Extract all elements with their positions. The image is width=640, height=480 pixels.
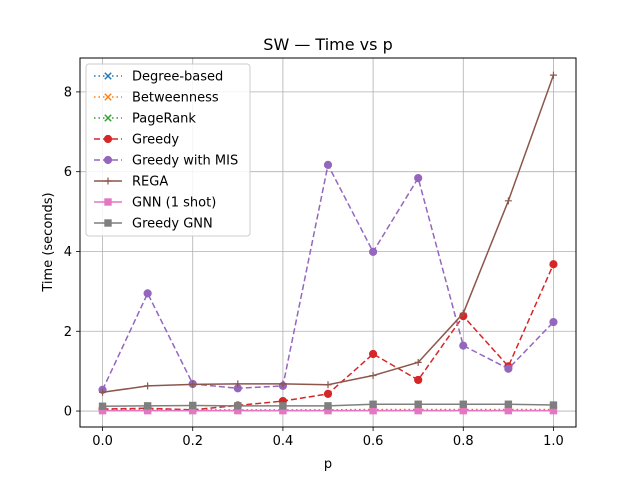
data-point bbox=[459, 406, 467, 415]
y-axis-title: Time (seconds) bbox=[41, 192, 56, 292]
data-point bbox=[459, 309, 467, 317]
legend-entry-greedy: Greedy bbox=[94, 133, 179, 148]
grid-lines bbox=[80, 58, 576, 427]
legend-label: Greedy with MIS bbox=[132, 154, 238, 169]
legend-entry-pagerank: PageRank bbox=[94, 112, 196, 127]
x-tick-label: 0.4 bbox=[273, 434, 294, 449]
data-point bbox=[234, 402, 242, 410]
data-point bbox=[369, 406, 377, 415]
data-point bbox=[143, 289, 152, 298]
y-tick-label: 4 bbox=[64, 245, 72, 260]
legend-entry-greedy-with-mis: Greedy with MIS bbox=[94, 154, 238, 169]
data-point bbox=[144, 382, 152, 390]
data-point bbox=[368, 349, 378, 359]
y-tick-label: 8 bbox=[64, 85, 72, 100]
series-gnn-1-shot bbox=[98, 406, 558, 415]
x-tick-label: 0.6 bbox=[363, 434, 384, 449]
data-point bbox=[549, 401, 558, 409]
data-point bbox=[414, 406, 422, 415]
series-rega bbox=[99, 71, 557, 396]
data-point bbox=[279, 380, 287, 388]
legend-label: Greedy bbox=[132, 133, 179, 148]
legend-marker-sample bbox=[104, 198, 112, 206]
legend-label: GNN (1 shot) bbox=[132, 196, 216, 211]
legend-marker-sample bbox=[103, 155, 113, 165]
chart-title: SW — Time vs p bbox=[263, 35, 392, 54]
data-point bbox=[549, 71, 557, 79]
legend-marker-sample bbox=[104, 93, 112, 101]
data-point bbox=[414, 358, 422, 366]
legend-label: Degree-based bbox=[132, 70, 223, 85]
legend-label: PageRank bbox=[132, 112, 196, 127]
data-point bbox=[323, 160, 333, 170]
legend-marker-sample bbox=[104, 177, 112, 185]
data-point bbox=[189, 401, 197, 410]
legend-entry-greedy-gnn: Greedy GNN bbox=[94, 217, 213, 232]
y-tick-label: 2 bbox=[64, 325, 72, 340]
data-point bbox=[324, 402, 332, 410]
legend-marker-sample bbox=[103, 134, 113, 144]
data-point bbox=[549, 260, 558, 269]
data-point bbox=[549, 317, 558, 327]
data-point bbox=[323, 389, 333, 398]
legend-label: Greedy GNN bbox=[132, 217, 213, 232]
axis-ticks: 0.0 0.2 0.4 0.6 0.8 1.0 0 2 4 6 8 bbox=[64, 85, 564, 449]
data-point bbox=[504, 400, 513, 408]
data-point bbox=[504, 197, 512, 205]
legend-entry-gnn-1-shot: GNN (1 shot) bbox=[94, 196, 216, 211]
data-point bbox=[279, 402, 287, 410]
x-tick-label: 0.8 bbox=[453, 434, 474, 449]
data-point bbox=[459, 400, 467, 408]
legend-box bbox=[85, 63, 251, 237]
data-point bbox=[98, 402, 107, 410]
legend-entry-degree-based: Degree-based bbox=[94, 70, 223, 85]
data-point bbox=[414, 173, 423, 183]
y-tick-label: 6 bbox=[64, 165, 72, 180]
plot-frame bbox=[79, 57, 577, 428]
legend-marker-sample bbox=[104, 114, 112, 122]
data-point bbox=[504, 364, 513, 373]
x-tick-label: 1.0 bbox=[543, 434, 564, 449]
y-tick-label: 0 bbox=[64, 405, 72, 420]
legend-label: Betweenness bbox=[132, 91, 219, 106]
x-axis-title: p bbox=[324, 457, 332, 472]
data-point bbox=[414, 400, 422, 408]
x-tick-label: 0.2 bbox=[182, 434, 203, 449]
data-point bbox=[368, 247, 378, 256]
data-point bbox=[143, 402, 152, 410]
data-point bbox=[459, 341, 468, 350]
legend-entry-betweenness: Betweenness bbox=[94, 91, 219, 106]
legend: Degree-based Betweenness PageRank Greedy Gre… bbox=[85, 63, 251, 237]
data-point bbox=[234, 380, 242, 388]
data-point bbox=[504, 406, 513, 415]
data-point bbox=[369, 400, 377, 408]
legend-entry-rega: REGA bbox=[94, 175, 168, 190]
legend-marker-sample bbox=[104, 219, 112, 227]
legend-label: REGA bbox=[132, 175, 168, 190]
data-point bbox=[324, 381, 332, 389]
data-point bbox=[189, 380, 197, 388]
data-point bbox=[99, 388, 107, 396]
data-point bbox=[369, 372, 377, 380]
data-point bbox=[414, 375, 423, 385]
legend-marker-sample bbox=[104, 72, 112, 80]
series-layer bbox=[98, 71, 558, 415]
series-greedy-gnn bbox=[98, 400, 558, 410]
x-tick-label: 0.0 bbox=[92, 434, 113, 449]
